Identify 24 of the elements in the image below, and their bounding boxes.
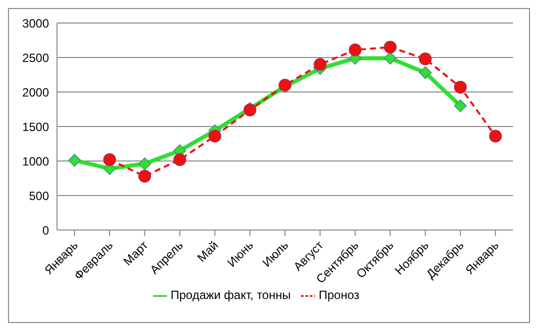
point: [138, 157, 152, 170]
point: [138, 170, 152, 183]
y-tick-label: 2500: [22, 50, 50, 65]
y-tick-label: 0: [42, 223, 50, 238]
point: [208, 130, 222, 143]
legend-label: Проноз: [318, 288, 360, 302]
point: [454, 80, 467, 94]
y-tick-label: 2000: [22, 85, 50, 100]
y-tick-label: 1500: [22, 120, 50, 134]
point: [68, 154, 81, 167]
point: [103, 153, 116, 166]
y-tick-label: 3000: [22, 16, 50, 30]
point: [454, 99, 467, 112]
point: [173, 153, 186, 166]
y-tick-label: 1000: [22, 154, 50, 168]
point: [489, 130, 502, 143]
point: [418, 66, 432, 80]
legend-label: Продажи факт, тонны: [170, 288, 291, 302]
y-tick-label: 500: [28, 188, 50, 203]
point: [384, 52, 397, 65]
point: [348, 44, 362, 56]
point: [418, 52, 432, 66]
point: [384, 40, 397, 54]
point: [314, 58, 326, 71]
